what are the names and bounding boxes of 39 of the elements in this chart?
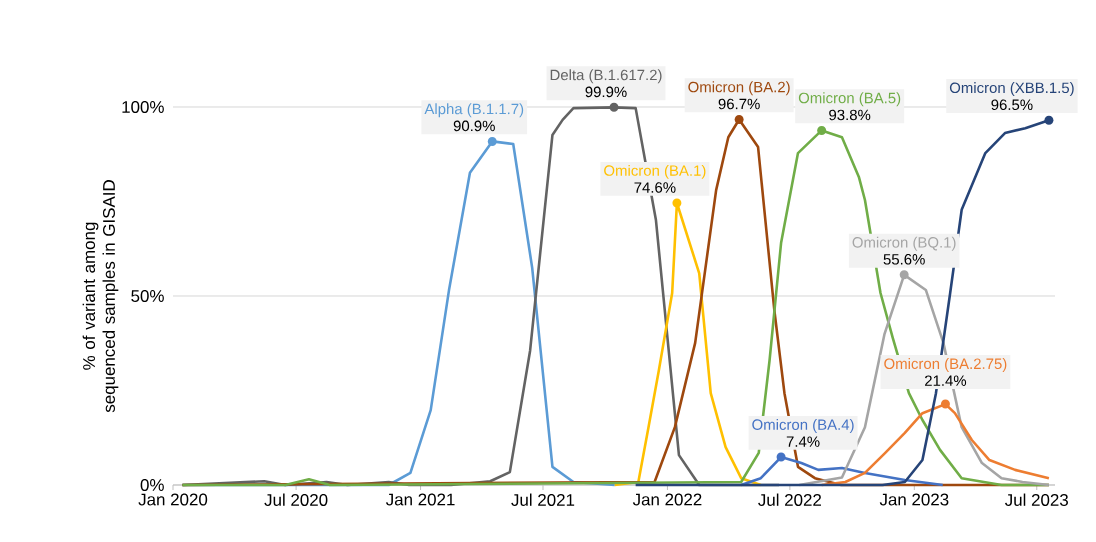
x-tick-label: Jan 2022 [632,493,702,506]
point [487,136,497,146]
data-label: 99.9% [585,86,627,98]
point [734,114,744,124]
data-label: 21.4% [925,375,967,386]
data-label: 55.6% [883,254,925,265]
point [899,270,909,280]
y-tick-label: 100% [122,101,164,113]
point [940,399,950,409]
x-tick-label: Jan 2020 [138,493,208,506]
series-label: Omicron (BA.2) [688,81,790,96]
text: Omicron (BA.1) [604,164,706,179]
x-tick-label: Jul 2023 [1005,493,1068,506]
x-tick-label: Jan 2021 [385,493,455,506]
point [776,452,786,462]
point [609,102,619,112]
text: Omicron (BA.4) [752,418,854,433]
data-label: 96.7% [718,98,760,110]
y-tick-label: 50% [131,290,164,302]
x-tick-label: Jan 2023 [879,493,949,506]
series-label: Alpha (B.1.1.7) [424,103,524,118]
point [817,125,827,135]
text: Omicron (BA.2.75) [884,358,1007,372]
x-tick-label: Jul 2022 [758,493,821,506]
data-label: 90.9% [453,120,495,132]
series-label: Delta (B.1.617.2) [550,69,662,84]
x-tick-label: Jul 2021 [511,493,575,506]
y-axis-title: % of variant among sequenced samples in GISAID [82,180,119,413]
data-label: 7.4% [786,436,820,447]
data-label: 96.5% [991,99,1033,111]
data-label: 74.6% [634,182,676,193]
text: Omicron (XBB.1.5) [949,82,1074,97]
point [1044,115,1054,125]
series-label: Omicron (BQ.1) [852,236,956,251]
point [672,198,682,208]
y-tick-label: 0% [140,479,164,491]
series-label: Omicron (BA.5) [798,92,901,107]
data-label: 93.8% [829,109,871,121]
x-tick-label: Jul 2020 [264,493,328,506]
